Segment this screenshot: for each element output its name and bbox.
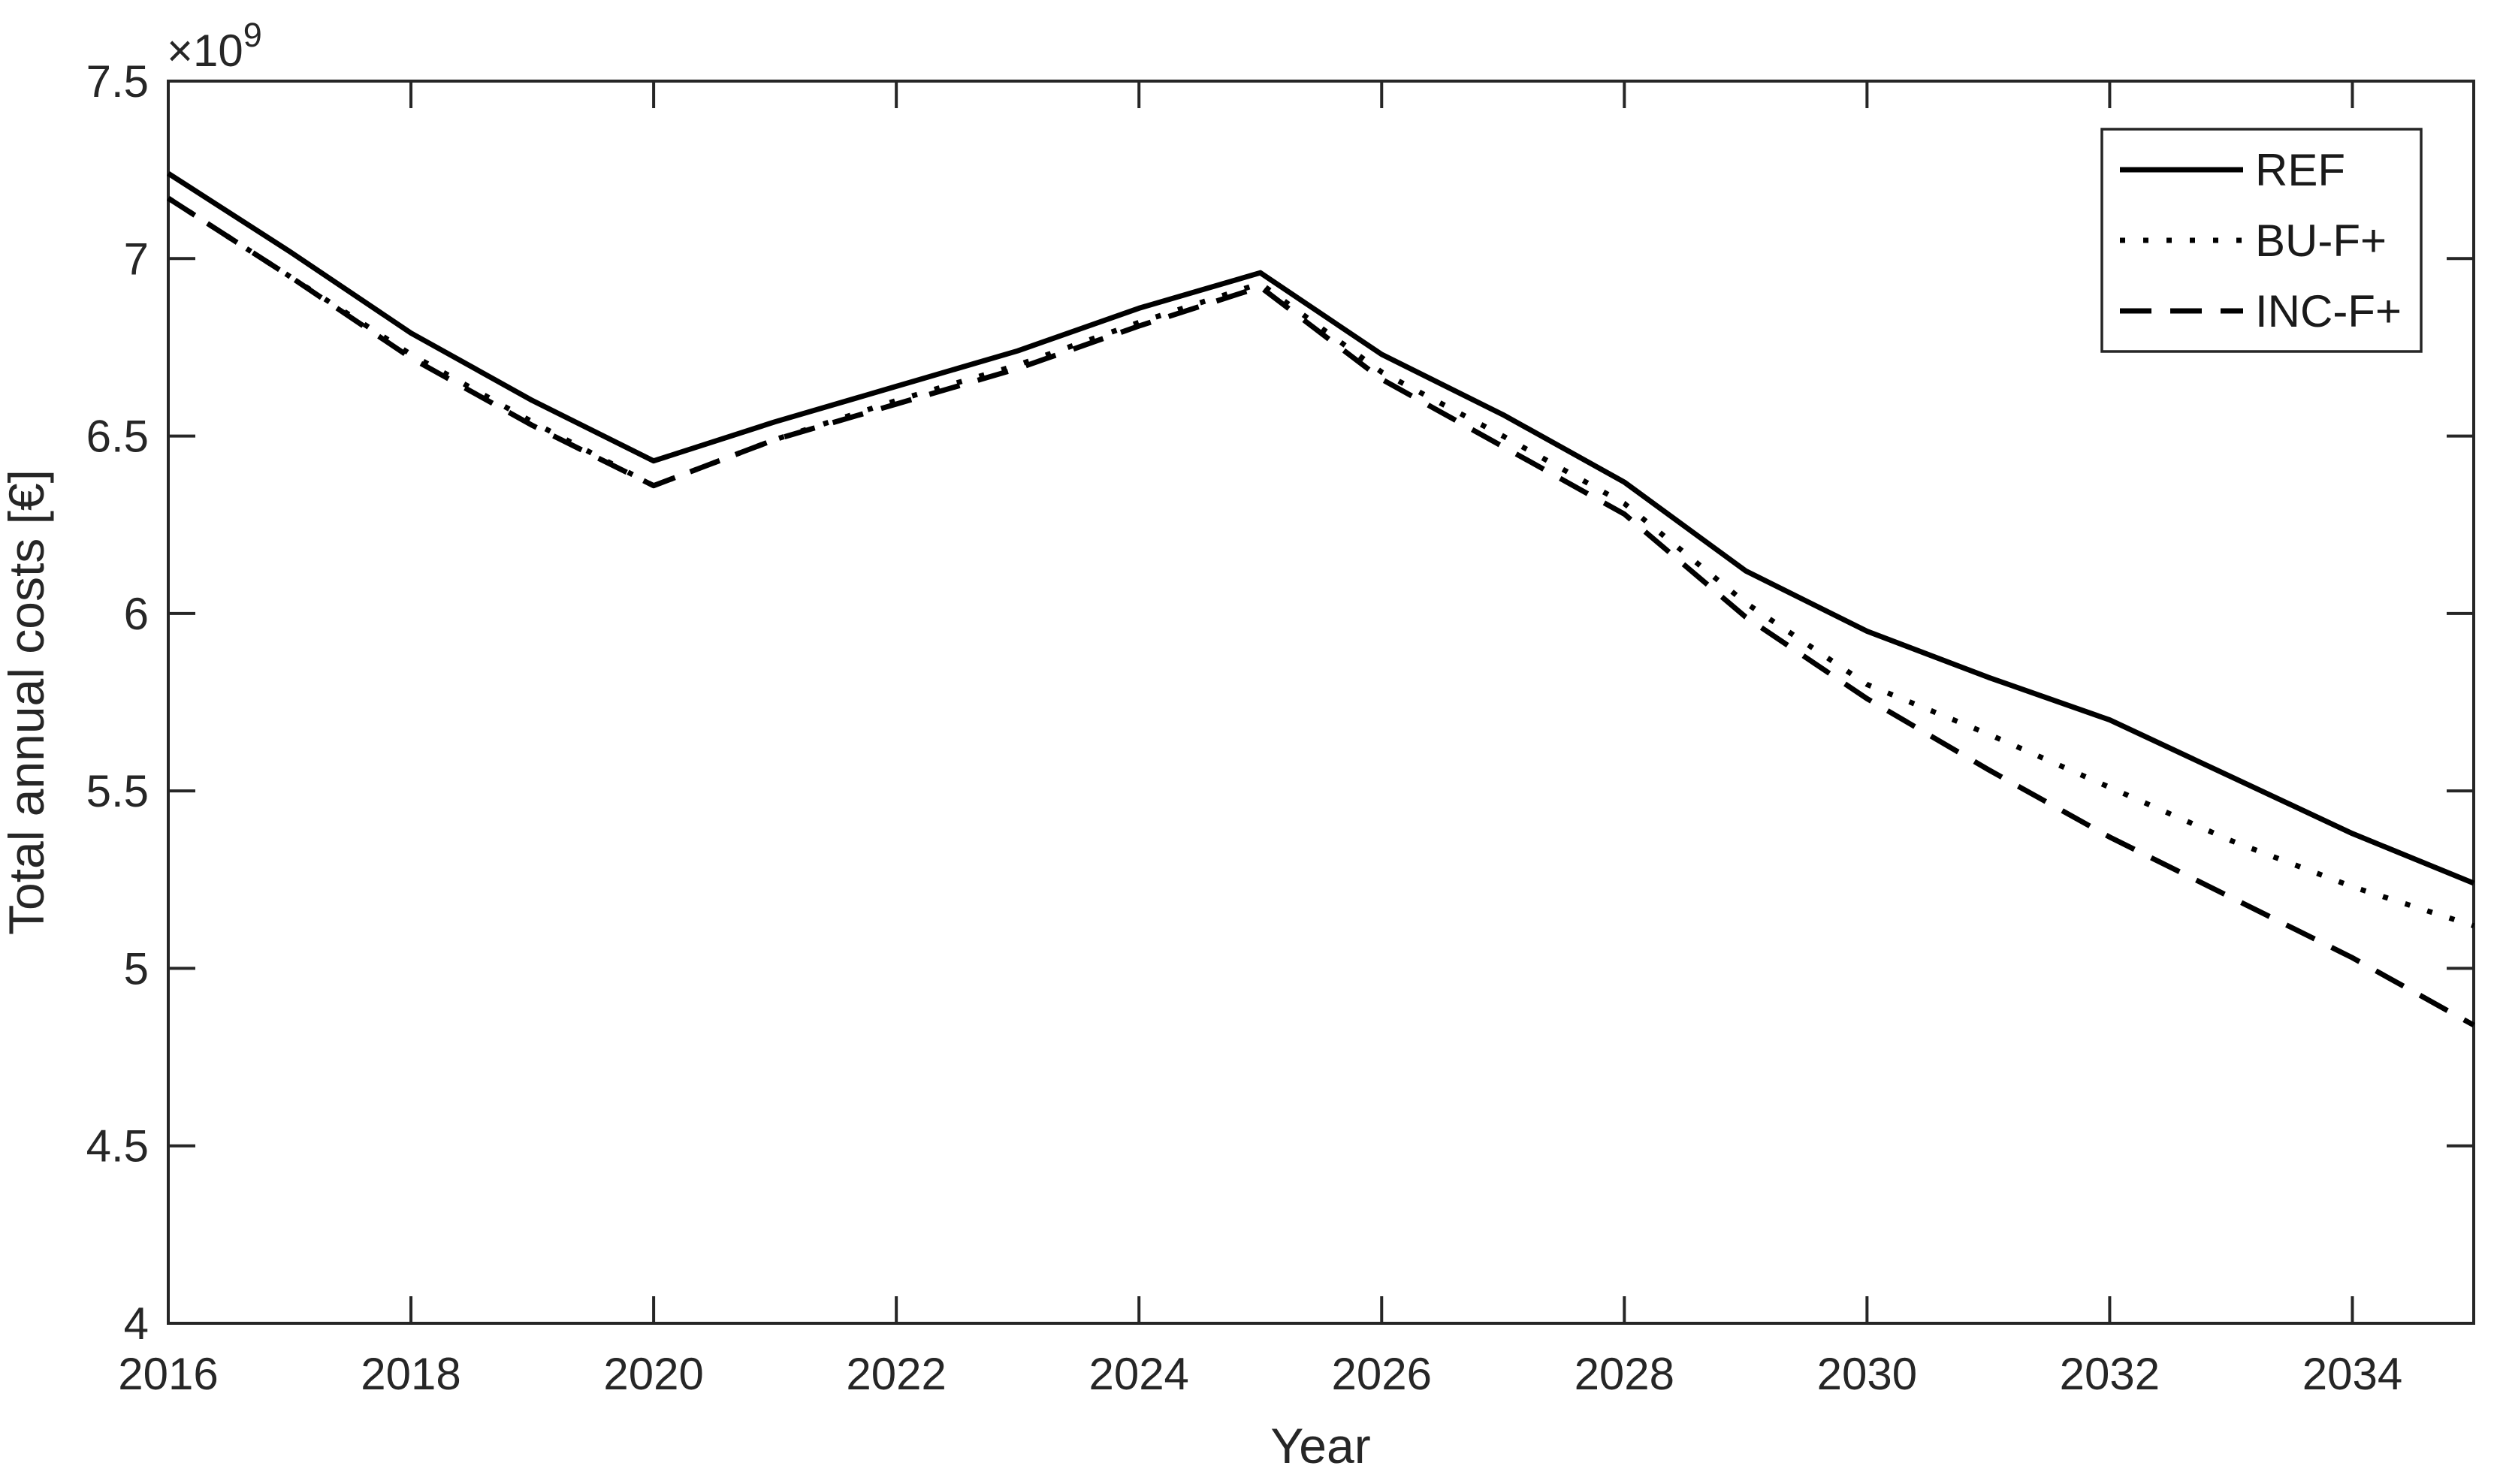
y-axis-multiplier-base: ×10	[167, 26, 243, 76]
y-tick-label: 7.5	[86, 56, 149, 107]
series-INC-F+	[167, 195, 2475, 1028]
x-tick-label: 2030	[1817, 1349, 1917, 1399]
x-tick-label: 2028	[1575, 1349, 1674, 1399]
legend-label-bu-f: BU-F+	[2255, 216, 2387, 266]
legend-box	[2100, 128, 2423, 353]
y-tick-label: 5	[124, 943, 149, 994]
x-tick-label: 2024	[1088, 1349, 1188, 1399]
legend-label-inc-f: INC-F+	[2255, 286, 2402, 336]
x-tick-label: 2016	[118, 1349, 218, 1399]
x-tick-label: 2026	[1332, 1349, 1432, 1399]
x-tick-label: 2022	[846, 1349, 946, 1399]
legend: REF BU-F+ INC-F+	[2100, 128, 2423, 353]
x-tick-label: 2018	[361, 1349, 460, 1399]
x-axis-label: Year	[1270, 1418, 1370, 1473]
x-tick-label: 2032	[2060, 1349, 2160, 1399]
legend-label-ref: REF	[2255, 145, 2345, 195]
plot-area: 2016 2018 2020 2022 2024 2026 2028 2030 2032 2034…	[86, 56, 2475, 1399]
y-tick-label: 4.5	[86, 1121, 149, 1172]
y-tick-label: 6.5	[86, 412, 149, 462]
y-tick-label: 4	[124, 1298, 149, 1349]
y-tick-label: 5.5	[86, 766, 149, 816]
x-tick-label: 2020	[603, 1349, 703, 1399]
y-axis-multiplier: ×109	[167, 16, 262, 76]
y-tick-label: 6	[124, 589, 149, 639]
plot-box	[167, 80, 2475, 1325]
y-axis-label: Total annual costs [€]	[0, 469, 54, 935]
series-REF	[167, 170, 2475, 886]
y-axis-multiplier-exponent: 9	[243, 16, 262, 54]
x-tick-label: 2034	[2302, 1349, 2402, 1399]
y-tick-label: 7	[124, 234, 149, 284]
